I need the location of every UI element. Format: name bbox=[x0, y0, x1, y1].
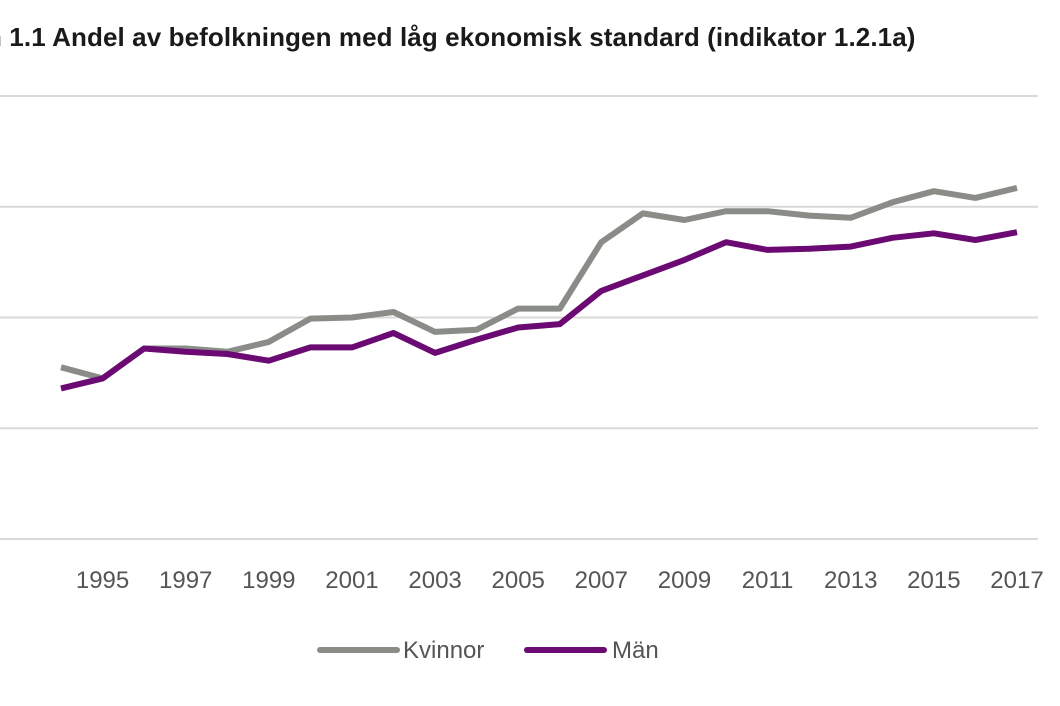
x-tick-label: 1997 bbox=[159, 567, 212, 594]
x-tick-label: 2007 bbox=[575, 567, 628, 594]
x-tick-label: 2003 bbox=[408, 567, 461, 594]
x-tick-label: 2009 bbox=[658, 567, 711, 594]
series-lines bbox=[60, 184, 1018, 392]
x-tick-label: 1995 bbox=[76, 567, 129, 594]
x-tick-label: 1999 bbox=[242, 567, 295, 594]
legend: Kvinnor Män bbox=[317, 637, 659, 664]
legend-label-kvinnor: Kvinnor bbox=[403, 637, 484, 664]
x-tick-label: 2001 bbox=[325, 567, 378, 594]
x-tick-label: 2017 bbox=[990, 567, 1043, 594]
gridlines bbox=[0, 95, 1038, 540]
series-line-män bbox=[60, 229, 1018, 392]
x-axis-tick-labels: 1995 1997 1999 2001 2003 2005 2007 2009 2011 2013… bbox=[76, 567, 1044, 594]
x-tick-label: 2005 bbox=[492, 567, 545, 594]
legend-label-män: Män bbox=[612, 637, 659, 664]
chart-title: n 1.1 Andel av befolkningen med låg ekon… bbox=[0, 22, 916, 52]
x-tick-label: 2013 bbox=[824, 567, 877, 594]
x-tick-label: 2011 bbox=[742, 567, 794, 594]
x-tick-label: 2015 bbox=[907, 567, 960, 594]
